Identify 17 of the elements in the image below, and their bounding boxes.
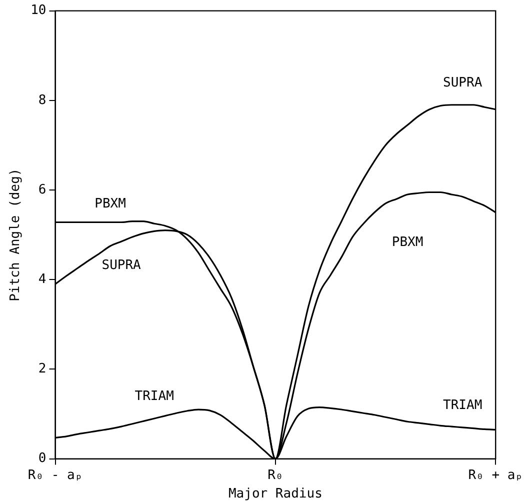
series-label: SUPRA bbox=[102, 258, 142, 273]
text: PBXM bbox=[392, 234, 424, 250]
x-tick-label: R₀ bbox=[268, 468, 284, 483]
series-label: PBXM bbox=[94, 196, 126, 212]
x-tick-label: R₀ + aₚ bbox=[468, 468, 524, 483]
y-tick-label: 4 bbox=[38, 272, 46, 287]
text: SUPRA bbox=[443, 75, 482, 90]
y-tick-label: 0 bbox=[38, 451, 46, 466]
y-tick-label: 10 bbox=[30, 3, 46, 18]
x-axis-title: Major Radius bbox=[228, 486, 322, 502]
y-tick-label: 6 bbox=[38, 182, 46, 198]
y-axis-title: Pitch Angle (deg) bbox=[8, 168, 24, 302]
x-tick-label: R₀ - aₚ bbox=[28, 468, 83, 483]
series-label: TRIAM bbox=[134, 388, 174, 404]
y-tick-label: 8 bbox=[38, 92, 46, 108]
y-tick-label: 2 bbox=[38, 362, 46, 377]
text: TRIAM bbox=[443, 398, 482, 413]
